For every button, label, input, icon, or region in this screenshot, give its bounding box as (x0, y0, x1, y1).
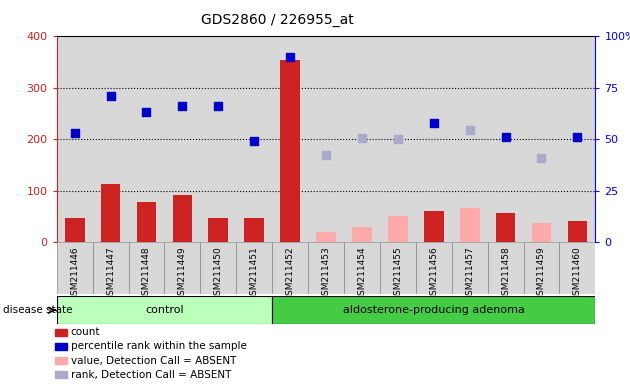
Bar (388, 216, 408, 242)
Point (249, 138, 260, 144)
Bar (137, 202, 156, 242)
Text: GSM211455: GSM211455 (393, 246, 403, 301)
Bar (416, 36, 452, 242)
Point (464, 127, 475, 133)
Bar (236, 242, 272, 294)
Text: aldosterone-producing adenoma: aldosterone-producing adenoma (343, 305, 525, 315)
Point (70, 129, 79, 136)
Point (500, 134, 510, 140)
Bar (452, 242, 488, 294)
Point (321, 152, 331, 158)
Point (141, 109, 151, 116)
Point (428, 120, 438, 126)
Bar (344, 36, 380, 242)
Bar (496, 213, 515, 242)
Text: count: count (71, 327, 100, 337)
Bar (280, 60, 300, 242)
Text: GSM211452: GSM211452 (285, 246, 295, 301)
Bar (93, 36, 129, 242)
Bar (236, 36, 272, 242)
Bar (488, 242, 524, 294)
Bar (129, 242, 164, 294)
Text: GSM211457: GSM211457 (465, 246, 474, 301)
Bar (316, 232, 336, 242)
Bar (57, 296, 272, 324)
Point (536, 155, 546, 161)
Text: GSM211453: GSM211453 (321, 246, 331, 301)
Bar (424, 211, 444, 242)
Point (178, 103, 188, 109)
Text: GSM211448: GSM211448 (142, 246, 151, 301)
Text: rank, Detection Call = ABSENT: rank, Detection Call = ABSENT (71, 370, 231, 380)
Bar (93, 242, 129, 294)
Bar (559, 36, 595, 242)
Bar (129, 36, 164, 242)
Point (213, 103, 223, 109)
Bar (488, 36, 524, 242)
Bar (532, 223, 551, 242)
Bar (524, 242, 559, 294)
Text: value, Detection Call = ABSENT: value, Detection Call = ABSENT (71, 356, 236, 366)
Bar (209, 218, 228, 242)
Text: disease state: disease state (3, 305, 72, 315)
Bar (344, 242, 380, 294)
Bar (244, 218, 264, 242)
Text: GSM211446: GSM211446 (70, 246, 79, 301)
Bar (559, 242, 595, 294)
Text: GSM211460: GSM211460 (573, 246, 582, 301)
Text: GSM211450: GSM211450 (214, 246, 223, 301)
Point (357, 135, 367, 141)
Text: GSM211451: GSM211451 (249, 246, 259, 301)
Bar (460, 207, 479, 242)
Bar (164, 242, 200, 294)
Text: percentile rank within the sample: percentile rank within the sample (71, 341, 246, 351)
Bar (272, 242, 308, 294)
Text: GSM211447: GSM211447 (106, 246, 115, 301)
Bar (352, 227, 372, 242)
Point (572, 134, 582, 140)
Text: GSM211456: GSM211456 (429, 246, 438, 301)
Point (285, 54, 295, 60)
Bar (568, 222, 587, 242)
Text: GDS2860 / 226955_at: GDS2860 / 226955_at (201, 13, 353, 27)
Bar (308, 36, 344, 242)
Bar (200, 242, 236, 294)
Bar (380, 36, 416, 242)
Text: GSM211459: GSM211459 (537, 246, 546, 301)
Bar (200, 36, 236, 242)
Bar (173, 195, 192, 242)
Bar (101, 184, 120, 242)
Point (105, 93, 116, 99)
Text: GSM211454: GSM211454 (357, 246, 367, 301)
Bar (308, 242, 344, 294)
Bar (452, 36, 488, 242)
Point (392, 136, 403, 142)
Bar (272, 36, 308, 242)
Text: GSM211449: GSM211449 (178, 246, 187, 301)
Bar (380, 242, 416, 294)
Bar (272, 296, 595, 324)
Bar (57, 242, 93, 294)
Text: control: control (145, 305, 184, 315)
Text: GSM211458: GSM211458 (501, 246, 510, 301)
Bar (524, 36, 559, 242)
Bar (164, 36, 200, 242)
Bar (65, 218, 84, 242)
Bar (416, 242, 452, 294)
Bar (57, 36, 93, 242)
